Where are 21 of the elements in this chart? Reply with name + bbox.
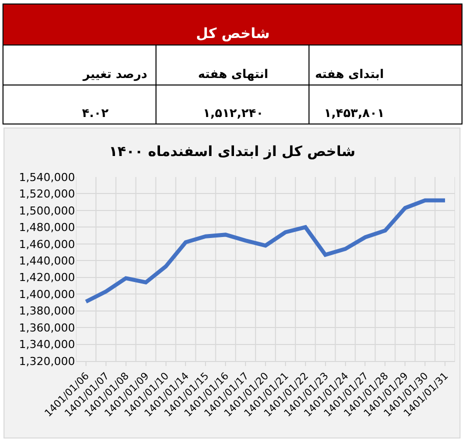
text: ابتدای هفته	[315, 67, 384, 81]
text: ۱,۴۵۳,۸۰۱	[324, 106, 384, 120]
y-tick-label: 1,360,000	[19, 321, 75, 334]
text: درصد تغییر	[82, 67, 148, 81]
chart-title: شاخص کل از ابتدای اسفندماه ۱۴۰۰	[109, 144, 356, 160]
text: ۱,۵۱۲,۲۴۰	[203, 106, 264, 120]
text: انتهای هفته	[198, 67, 268, 81]
y-tick-label: 1,400,000	[19, 288, 75, 301]
y-tick-label: 1,480,000	[19, 221, 75, 234]
y-tick-label: 1,340,000	[19, 338, 75, 352]
y-tick-label: 1,460,000	[19, 238, 75, 251]
y-tick-label: 1,420,000	[19, 271, 75, 284]
y-tick-label: 1,520,000	[19, 188, 75, 201]
y-tick-label: 1,320,000	[19, 354, 75, 368]
y-tick-label: 1,540,000	[19, 170, 75, 184]
text: شاخص کل	[196, 26, 270, 42]
y-tick-label: 1,500,000	[19, 204, 75, 218]
y-tick-label: 1,440,000	[19, 254, 75, 268]
line-series	[84, 198, 448, 304]
y-tick-label: 1,380,000	[19, 304, 75, 318]
text: ۴.۰۲	[82, 106, 110, 120]
